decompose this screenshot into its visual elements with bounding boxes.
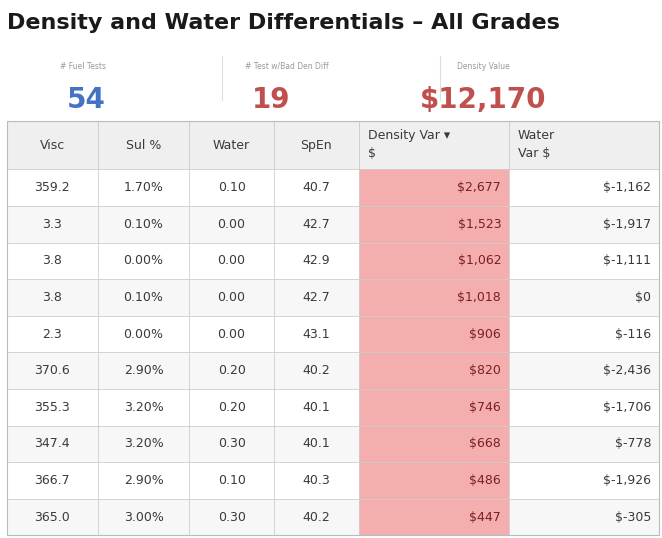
Text: $668: $668 <box>469 437 501 450</box>
Text: 0.20: 0.20 <box>218 401 246 414</box>
Text: Visc: Visc <box>40 139 65 152</box>
Text: 0.20: 0.20 <box>218 364 246 377</box>
Text: 370.6: 370.6 <box>34 364 70 377</box>
Text: 0.30: 0.30 <box>218 437 246 450</box>
Text: 40.7: 40.7 <box>303 181 330 194</box>
Text: $-1,111: $-1,111 <box>603 254 651 267</box>
Text: 347.4: 347.4 <box>34 437 70 450</box>
Text: $-1,162: $-1,162 <box>603 181 651 194</box>
Text: 2.90%: 2.90% <box>124 364 164 377</box>
Text: 40.2: 40.2 <box>303 364 330 377</box>
Text: $-116: $-116 <box>615 328 651 341</box>
Text: 0.00%: 0.00% <box>124 328 164 341</box>
Text: 42.9: 42.9 <box>303 254 330 267</box>
Text: $-305: $-305 <box>615 511 651 523</box>
Text: Water: Water <box>213 139 250 152</box>
Text: $486: $486 <box>469 474 501 487</box>
Text: $-1,917: $-1,917 <box>603 218 651 231</box>
Text: Sul %: Sul % <box>126 139 162 152</box>
Text: $12,170: $12,170 <box>420 86 547 114</box>
Text: Water: Water <box>518 129 555 142</box>
Text: 3.00%: 3.00% <box>124 511 164 523</box>
Text: 19: 19 <box>252 86 291 114</box>
Text: 366.7: 366.7 <box>34 474 70 487</box>
Text: 0.00: 0.00 <box>218 218 246 231</box>
Text: 2.3: 2.3 <box>42 328 62 341</box>
Text: 42.7: 42.7 <box>303 291 330 304</box>
Text: 42.7: 42.7 <box>303 218 330 231</box>
Text: 0.30: 0.30 <box>218 511 246 523</box>
Text: $1,062: $1,062 <box>457 254 501 267</box>
Text: $-1,926: $-1,926 <box>603 474 651 487</box>
Text: 359.2: 359.2 <box>34 181 70 194</box>
Text: $0: $0 <box>636 291 651 304</box>
Text: $1,523: $1,523 <box>457 218 501 231</box>
Text: Var $: Var $ <box>518 147 550 160</box>
Text: $1,018: $1,018 <box>457 291 501 304</box>
Text: 3.8: 3.8 <box>42 254 62 267</box>
Text: 43.1: 43.1 <box>303 328 330 341</box>
Text: Density Var ▾: Density Var ▾ <box>367 129 450 142</box>
Text: 0.10%: 0.10% <box>124 291 164 304</box>
Text: $820: $820 <box>469 364 501 377</box>
Text: 3.20%: 3.20% <box>124 401 164 414</box>
Text: 2.90%: 2.90% <box>124 474 164 487</box>
Text: Density and Water Differentials – All Grades: Density and Water Differentials – All Gr… <box>7 13 559 33</box>
Text: $-778: $-778 <box>615 437 651 450</box>
Text: 355.3: 355.3 <box>34 401 70 414</box>
Text: 0.10%: 0.10% <box>124 218 164 231</box>
Text: 0.00%: 0.00% <box>124 254 164 267</box>
Text: $447: $447 <box>469 511 501 523</box>
Text: 0.10: 0.10 <box>218 474 246 487</box>
Text: # Test w/Bad Den Diff: # Test w/Bad Den Diff <box>245 62 328 71</box>
Text: 54: 54 <box>67 86 105 114</box>
Text: 0.10: 0.10 <box>218 181 246 194</box>
Text: 365.0: 365.0 <box>34 511 70 523</box>
Text: $746: $746 <box>469 401 501 414</box>
Text: 40.3: 40.3 <box>303 474 330 487</box>
Text: # Fuel Tests: # Fuel Tests <box>60 62 105 71</box>
Text: 0.00: 0.00 <box>218 291 246 304</box>
Text: SpEn: SpEn <box>301 139 332 152</box>
Text: 3.8: 3.8 <box>42 291 62 304</box>
Text: 40.1: 40.1 <box>303 401 330 414</box>
Text: 0.00: 0.00 <box>218 328 246 341</box>
Text: $: $ <box>367 147 376 160</box>
Text: $-1,706: $-1,706 <box>603 401 651 414</box>
Text: 40.1: 40.1 <box>303 437 330 450</box>
Text: Density Value: Density Value <box>457 62 510 71</box>
Text: $906: $906 <box>469 328 501 341</box>
Text: 40.2: 40.2 <box>303 511 330 523</box>
Text: $-2,436: $-2,436 <box>603 364 651 377</box>
Text: 0.00: 0.00 <box>218 254 246 267</box>
Text: 1.70%: 1.70% <box>124 181 164 194</box>
Text: 3.20%: 3.20% <box>124 437 164 450</box>
Text: $2,677: $2,677 <box>457 181 501 194</box>
Text: 3.3: 3.3 <box>42 218 62 231</box>
